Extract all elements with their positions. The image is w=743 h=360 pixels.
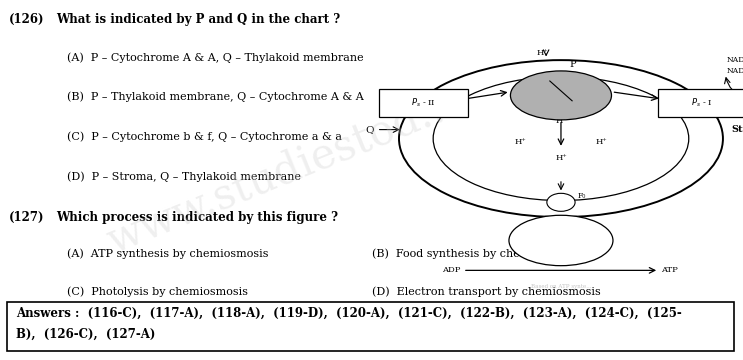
Text: H⁺: H⁺ (555, 117, 567, 125)
FancyBboxPatch shape (7, 302, 734, 351)
Text: P: P (570, 60, 577, 69)
Text: H⁺: H⁺ (555, 154, 567, 162)
Text: (C)  Photolysis by chemiosmosis: (C) Photolysis by chemiosmosis (67, 286, 248, 297)
Text: $P_s$ - II: $P_s$ - II (411, 96, 436, 109)
Circle shape (510, 71, 611, 120)
Text: www.studiestod...: www.studiestod... (101, 84, 464, 262)
Text: Based on ATP synte...: Based on ATP synte... (531, 284, 591, 289)
Text: ATP: ATP (554, 226, 568, 234)
Text: H⁺: H⁺ (596, 138, 608, 146)
Text: (D)  Electron transport by chemiosmosis: (D) Electron transport by chemiosmosis (372, 286, 600, 297)
Text: Q: Q (366, 125, 374, 134)
Text: H⁺: H⁺ (514, 138, 526, 146)
Text: (127): (127) (9, 211, 45, 224)
Text: $P_s$ - I: $P_s$ - I (692, 96, 713, 109)
Text: B),  (126-C),  (127-A): B), (126-C), (127-A) (16, 328, 156, 341)
Text: Synthase: Synthase (548, 244, 574, 249)
Text: (A)  ATP synthesis by chemiosmosis: (A) ATP synthesis by chemiosmosis (67, 248, 268, 259)
Circle shape (509, 215, 613, 266)
Text: Answers :  (116-C),  (117-A),  (118-A),  (119-D),  (120-A),  (121-C),  (122-B), : Answers : (116-C), (117-A), (118-A), (11… (16, 307, 682, 320)
Text: ATP: ATP (661, 266, 678, 274)
Text: What is indicated by P and Q in the chart ?: What is indicated by P and Q in the char… (56, 13, 340, 26)
Text: (D)  P – Stroma, Q – Thylakoid membrane: (D) P – Stroma, Q – Thylakoid membrane (67, 171, 301, 181)
Text: (126): (126) (9, 13, 45, 26)
Text: NADP⁺: NADP⁺ (727, 56, 743, 64)
Text: (C)  P – Cytochrome b & f, Q – Cytochrome a & a: (C) P – Cytochrome b & f, Q – Cytochrome… (67, 131, 342, 142)
Text: (A)  P – Cytochrome A & A, Q – Thylakoid membrane: (A) P – Cytochrome A & A, Q – Thylakoid … (67, 52, 363, 63)
FancyBboxPatch shape (658, 89, 743, 117)
Text: F₀: F₀ (577, 192, 585, 200)
Text: NADPH: NADPH (727, 67, 743, 75)
Text: (B)  Food synthesis by chemiosmosis: (B) Food synthesis by chemiosmosis (372, 248, 578, 259)
Text: H⁺: H⁺ (536, 49, 548, 57)
Text: F₁: F₁ (557, 234, 565, 242)
Text: Which process is indicated by this figure ?: Which process is indicated by this figur… (56, 211, 338, 224)
Text: (B)  P – Thylakoid membrane, Q – Cytochrome A & A: (B) P – Thylakoid membrane, Q – Cytochro… (67, 92, 363, 102)
FancyBboxPatch shape (379, 89, 468, 117)
Text: ADP: ADP (442, 266, 461, 274)
Text: Stroma: Stroma (732, 125, 743, 134)
Ellipse shape (547, 193, 575, 211)
